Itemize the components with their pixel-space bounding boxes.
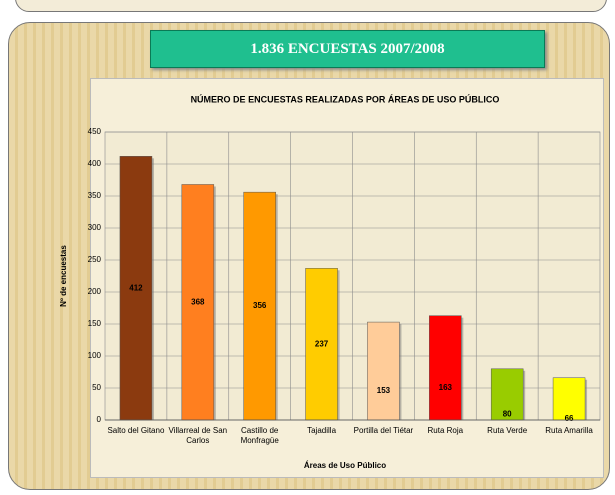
bar bbox=[119, 156, 153, 421]
bar bbox=[552, 377, 586, 421]
value-label: 153 bbox=[377, 386, 391, 395]
x-tick-label: Ruta Verde bbox=[487, 426, 528, 435]
bar bbox=[429, 315, 462, 421]
bar bbox=[305, 268, 338, 421]
value-label: 356 bbox=[253, 301, 267, 310]
value-label: 368 bbox=[191, 297, 205, 306]
x-tick-label: Castillo de Monfragüe bbox=[240, 426, 279, 445]
y-tick-label: 450 bbox=[88, 127, 102, 136]
y-tick-label: 200 bbox=[88, 287, 102, 296]
y-tick-label: 50 bbox=[92, 383, 101, 392]
x-tick-label: Tajadilla bbox=[307, 426, 337, 435]
y-tick-label: 350 bbox=[88, 191, 102, 200]
y-tick-label: 400 bbox=[88, 159, 102, 168]
y-tick-label: 150 bbox=[88, 319, 102, 328]
x-tick-label: Portilla del Tiétar bbox=[353, 426, 414, 435]
value-label: 66 bbox=[565, 414, 574, 423]
value-label: 163 bbox=[439, 383, 453, 392]
value-label: 237 bbox=[315, 339, 329, 348]
y-tick-label: 0 bbox=[97, 415, 102, 424]
chart-title: NÚMERO DE ENCUESTAS REALIZADAS POR ÁREAS… bbox=[191, 93, 500, 104]
x-tick-label: Salto del Gitano bbox=[107, 426, 165, 435]
y-axis-label: Nº de encuestas bbox=[59, 245, 68, 307]
value-label: 412 bbox=[129, 283, 143, 292]
x-axis-label: Áreas de Uso Público bbox=[304, 461, 386, 470]
y-tick-label: 100 bbox=[88, 351, 102, 360]
y-tick-label: 300 bbox=[88, 223, 102, 232]
x-tick-label: Ruta Amarilla bbox=[545, 426, 593, 435]
x-tick-label: Villarreal de San Carlos bbox=[168, 426, 228, 445]
y-tick-label: 250 bbox=[88, 255, 102, 264]
bar bbox=[181, 184, 215, 421]
value-label: 80 bbox=[503, 410, 512, 419]
banner: 1.836 ENCUESTAS 2007/2008 bbox=[150, 30, 545, 68]
bar bbox=[367, 321, 400, 421]
x-tick-label: Ruta Roja bbox=[427, 426, 464, 435]
bar bbox=[243, 191, 276, 421]
